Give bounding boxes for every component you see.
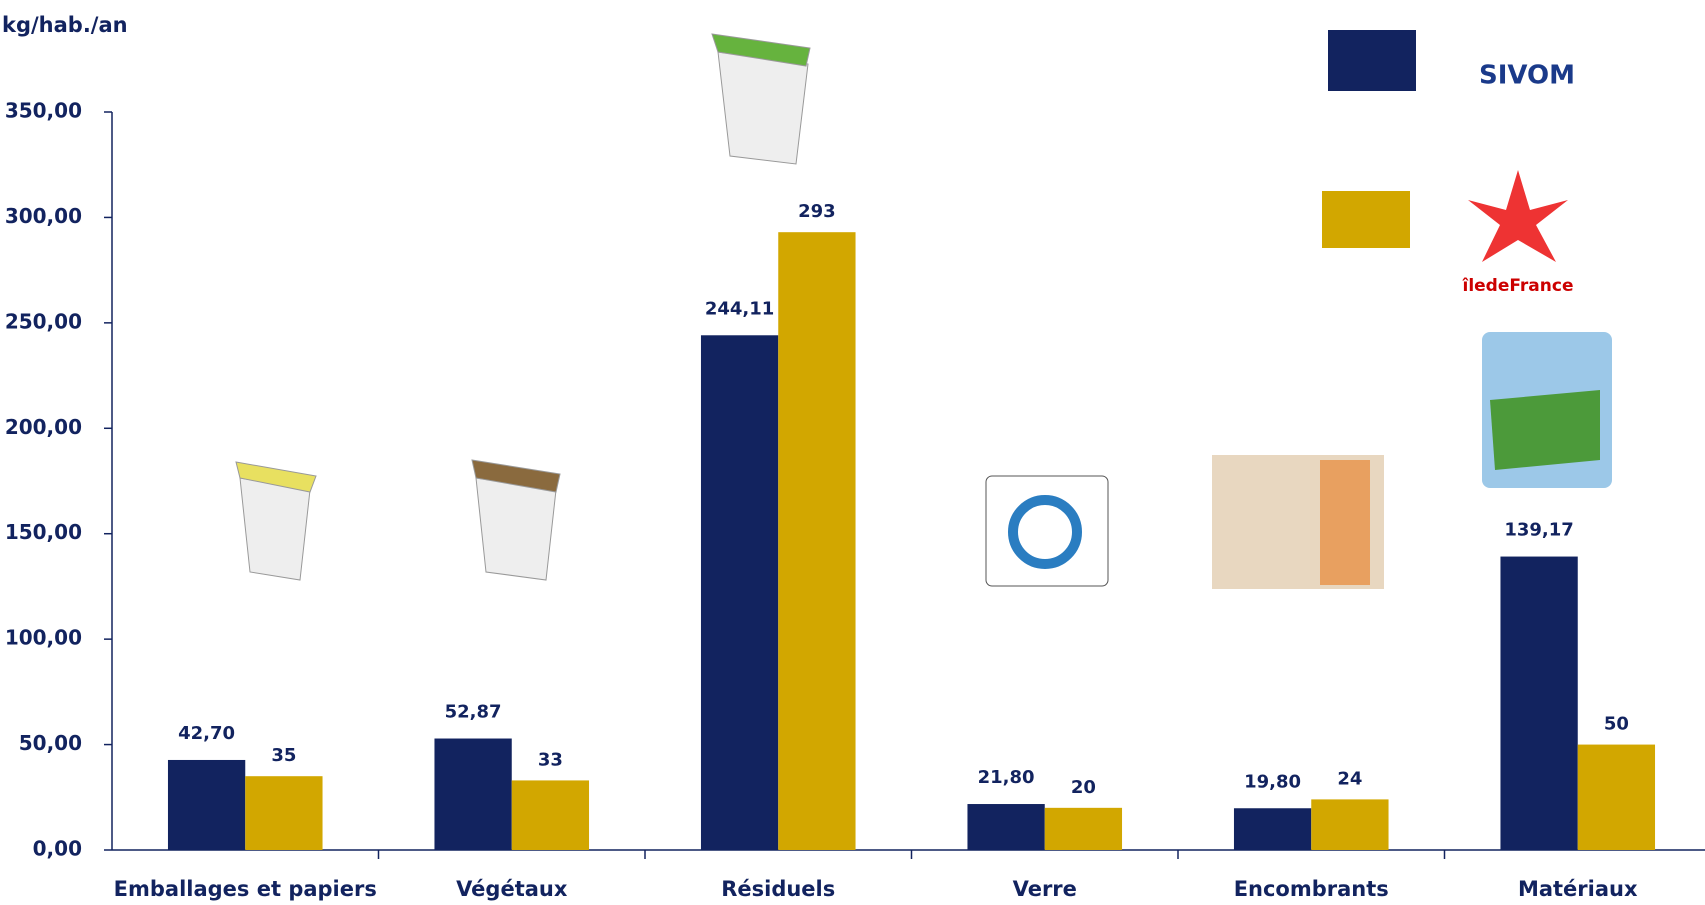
- bar: [1500, 556, 1578, 850]
- icon-bin-brown: [471, 459, 561, 581]
- x-tick-label: Résiduels: [721, 877, 835, 901]
- value-label: 24: [1337, 768, 1362, 789]
- value-label: 293: [798, 201, 836, 222]
- value-label: 42,70: [178, 723, 235, 744]
- legend-label: îledeFrance: [1462, 276, 1574, 296]
- icon-bulky-items: [1212, 455, 1384, 589]
- bar: [1577, 744, 1656, 850]
- bar: [1233, 808, 1312, 850]
- value-label: 19,80: [1244, 771, 1301, 792]
- bar: [511, 780, 590, 850]
- x-tick-label: Végétaux: [456, 877, 568, 901]
- value-label: 52,87: [445, 702, 502, 723]
- x-tick-label: Matériaux: [1518, 877, 1638, 901]
- x-tick-label: Emballages et papiers: [114, 877, 377, 901]
- y-tick-label: 50,00: [19, 731, 82, 755]
- bar: [434, 738, 512, 850]
- y-tick-label: 200,00: [5, 415, 82, 439]
- legend-swatch: [1328, 30, 1416, 91]
- y-tick-label: 350,00: [5, 99, 82, 123]
- value-label: 50: [1604, 714, 1629, 735]
- bar: [1044, 807, 1123, 850]
- value-label: 33: [538, 749, 563, 770]
- value-label: 244,11: [705, 298, 774, 319]
- x-tick-label: Encombrants: [1234, 877, 1389, 901]
- value-label: 21,80: [978, 767, 1035, 788]
- icon-skip: [1482, 332, 1612, 488]
- value-label: 20: [1071, 777, 1096, 798]
- icon-bin-yellow: [235, 461, 317, 581]
- value-label: 35: [271, 745, 296, 766]
- y-tick-label: 100,00: [5, 626, 82, 650]
- y-tick-label: 300,00: [5, 204, 82, 228]
- logo-idf: [1468, 170, 1568, 262]
- bar: [1311, 799, 1389, 850]
- bar: [778, 232, 856, 850]
- y-tick-label: 250,00: [5, 309, 82, 333]
- bar: [967, 804, 1045, 850]
- y-tick-label: 150,00: [5, 520, 82, 544]
- value-label: 139,17: [1504, 520, 1573, 541]
- y-axis-label: kg/hab./an: [2, 13, 128, 37]
- icon-bin-green: [711, 33, 811, 165]
- icon-glass-container: [985, 475, 1109, 587]
- y-tick-label: 0,00: [33, 837, 82, 861]
- bar: [167, 759, 246, 850]
- legend-label: SIVOM: [1479, 61, 1575, 91]
- legend-swatch: [1322, 191, 1410, 248]
- bar: [245, 776, 323, 850]
- bar: [700, 335, 779, 851]
- x-tick-label: Verre: [1013, 877, 1077, 901]
